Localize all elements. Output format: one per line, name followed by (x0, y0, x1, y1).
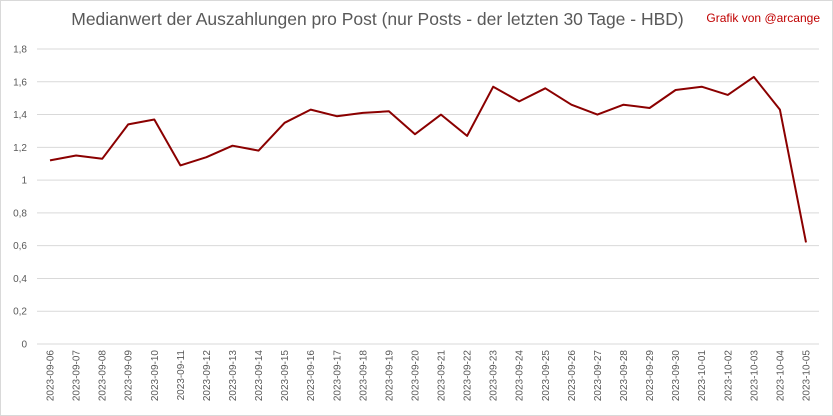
x-tick-label: 2023-10-01 (697, 350, 708, 402)
x-tick-label: 2023-09-13 (228, 350, 239, 402)
y-tick-label: 1,8 (13, 45, 27, 56)
x-tick-label: 2023-09-09 (124, 350, 135, 402)
x-tick-label: 2023-09-28 (619, 350, 630, 402)
x-tick-label: 2023-09-30 (671, 350, 682, 402)
x-tick-label: 2023-09-10 (150, 350, 161, 402)
x-tick-label: 2023-09-21 (437, 350, 448, 402)
x-tick-label: 2023-09-16 (306, 350, 317, 402)
chart-credit: Grafik von @arcange (706, 11, 820, 25)
y-tick-label: 0 (21, 340, 27, 351)
y-tick-label: 1,2 (13, 143, 27, 154)
x-tick-label: 2023-09-29 (645, 350, 656, 402)
chart-title: Medianwert der Auszahlungen pro Post (nu… (71, 9, 684, 29)
x-tick-label: 2023-10-02 (723, 350, 734, 402)
x-tick-label: 2023-09-23 (489, 350, 500, 402)
y-tick-label: 1 (21, 176, 27, 187)
x-tick-label: 2023-09-26 (567, 350, 578, 402)
x-tick-label: 2023-09-08 (98, 350, 109, 402)
y-tick-label: 1,4 (13, 110, 27, 121)
x-tick-label: 2023-09-07 (72, 350, 83, 402)
x-tick-label: 2023-09-11 (176, 350, 187, 401)
y-tick-label: 0,4 (13, 274, 27, 285)
x-tick-label: 2023-09-12 (202, 350, 213, 402)
x-tick-label: 2023-09-14 (254, 350, 265, 402)
y-tick-label: 0,6 (13, 241, 27, 252)
x-tick-label: 2023-09-19 (384, 350, 395, 402)
y-tick-label: 1,6 (13, 77, 27, 88)
x-tick-label: 2023-09-06 (46, 350, 57, 402)
x-tick-label: 2023-09-25 (541, 350, 552, 402)
y-tick-label: 0,8 (13, 208, 27, 219)
x-tick-label: 2023-09-15 (280, 350, 291, 402)
x-tick-label: 2023-10-04 (775, 350, 786, 402)
x-tick-label: 2023-09-18 (358, 350, 369, 402)
x-tick-label: 2023-09-22 (463, 350, 474, 402)
x-tick-label: 2023-09-20 (410, 350, 421, 402)
x-tick-label: 2023-09-27 (593, 350, 604, 402)
y-tick-label: 0,2 (13, 307, 27, 318)
x-tick-label: 2023-09-24 (515, 350, 526, 402)
x-tick-label: 2023-10-03 (749, 350, 760, 402)
series-line (49, 75, 807, 243)
x-tick-label: 2023-09-17 (332, 350, 343, 402)
x-tick-label: 2023-10-05 (801, 350, 812, 402)
